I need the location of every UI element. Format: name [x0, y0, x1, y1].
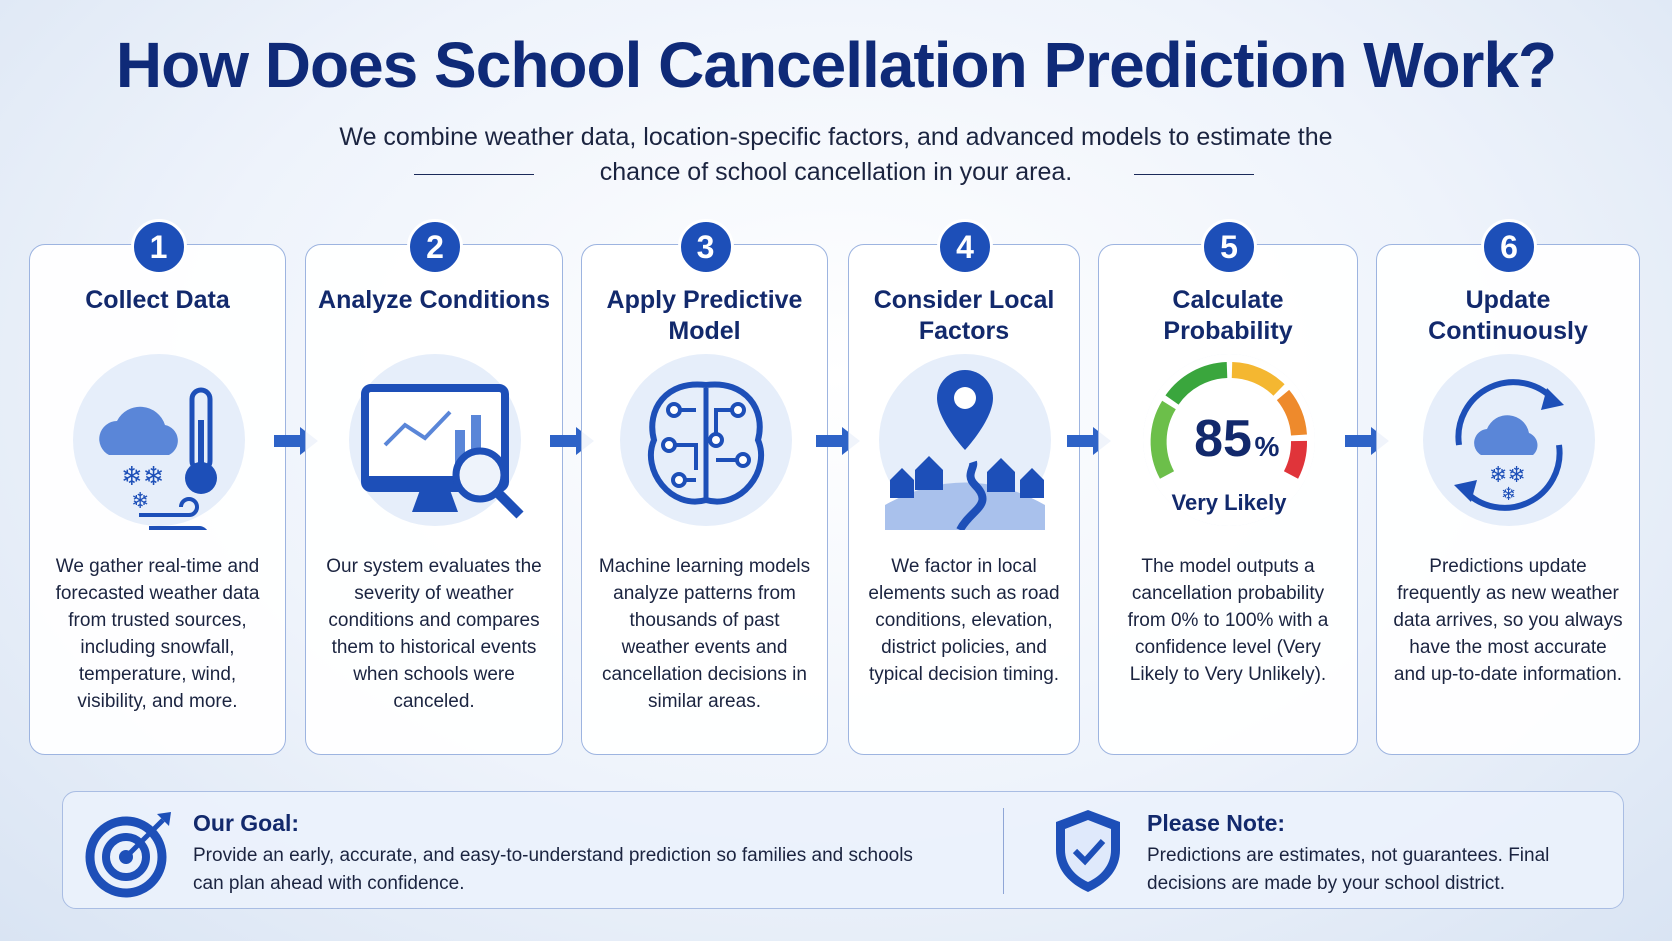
step-card: 5 Calculate Probability 85% Very Likely The… — [1098, 219, 1358, 755]
step-text: Predictions update frequently as new wea… — [1393, 556, 1623, 685]
gauge-number: 85 — [1194, 410, 1252, 468]
step-icon: ❄❄❄ — [72, 354, 245, 530]
step-text: The model outputs a cancellation probabi… — [1127, 556, 1329, 685]
step-card: 6 Update Continuously ❄❄ ❄ Predictions upda… — [1376, 219, 1640, 755]
shield-icon — [1056, 810, 1120, 892]
goal-title: Our Goal: — [193, 810, 300, 836]
step-text: Machine learning models analyze patterns… — [598, 556, 811, 712]
step-title: Calculate Probability — [1163, 286, 1293, 345]
step-card: 1 Collect Data ❄❄ ❄ We gather real-time an… — [29, 219, 286, 755]
step-card: 4 Consider Local Factors We factor in loc… — [848, 219, 1080, 755]
step-icon — [619, 354, 792, 526]
step-text: We gather real-time and forecasted weath… — [55, 556, 260, 712]
divider — [1003, 808, 1004, 894]
goal-text: Provide an early, accurate, and easy-to-… — [193, 845, 913, 894]
step-card: 3 Apply Predictive Model Machine learning… — [581, 219, 828, 755]
step-number: 1 — [130, 219, 187, 275]
svg-text:❄: ❄ — [1501, 484, 1516, 504]
step-icon — [879, 354, 1051, 530]
step-number: 6 — [1481, 219, 1537, 275]
step-text: We factor in local elements such as road… — [868, 556, 1060, 685]
step-title: Collect Data — [85, 286, 230, 314]
step-number: 3 — [677, 219, 734, 275]
rule — [1134, 174, 1254, 175]
note-title: Please Note: — [1147, 810, 1286, 836]
step-number: 4 — [937, 219, 993, 275]
step-title: Consider Local Factors — [873, 286, 1055, 345]
rule — [414, 174, 534, 175]
step-icon: 85 % Very Likely — [1143, 354, 1315, 526]
svg-text:❄❄: ❄❄ — [1489, 462, 1526, 487]
step-title: Analyze Conditions — [318, 286, 550, 314]
step-icon: ❄❄❄ — [1423, 354, 1595, 526]
step-icon — [349, 354, 524, 526]
subtitle: We combine weather data, location-specif… — [339, 123, 1333, 186]
step-number: 2 — [407, 219, 463, 275]
title: How Does School Cancellation Prediction … — [115, 29, 1557, 101]
svg-text:❄❄: ❄❄ — [121, 461, 165, 491]
step-card: 2 Analyze Conditions Our system evaluates… — [305, 219, 563, 755]
svg-text:❄: ❄ — [131, 488, 149, 513]
step-text: Our system evaluates the severity of wea… — [326, 556, 542, 712]
step-number: 5 — [1201, 219, 1257, 275]
step-title: Apply Predictive Model — [606, 286, 803, 345]
target-icon — [85, 812, 171, 898]
note-text: Predictions are estimates, not guarantee… — [1147, 845, 1550, 894]
gauge-caption: Very Likely — [1172, 490, 1288, 515]
gauge-unit: % — [1255, 431, 1280, 462]
step-title: Update Continuously — [1428, 286, 1588, 345]
footer: Our Goal: Provide an early, accurate, an… — [62, 791, 1624, 909]
